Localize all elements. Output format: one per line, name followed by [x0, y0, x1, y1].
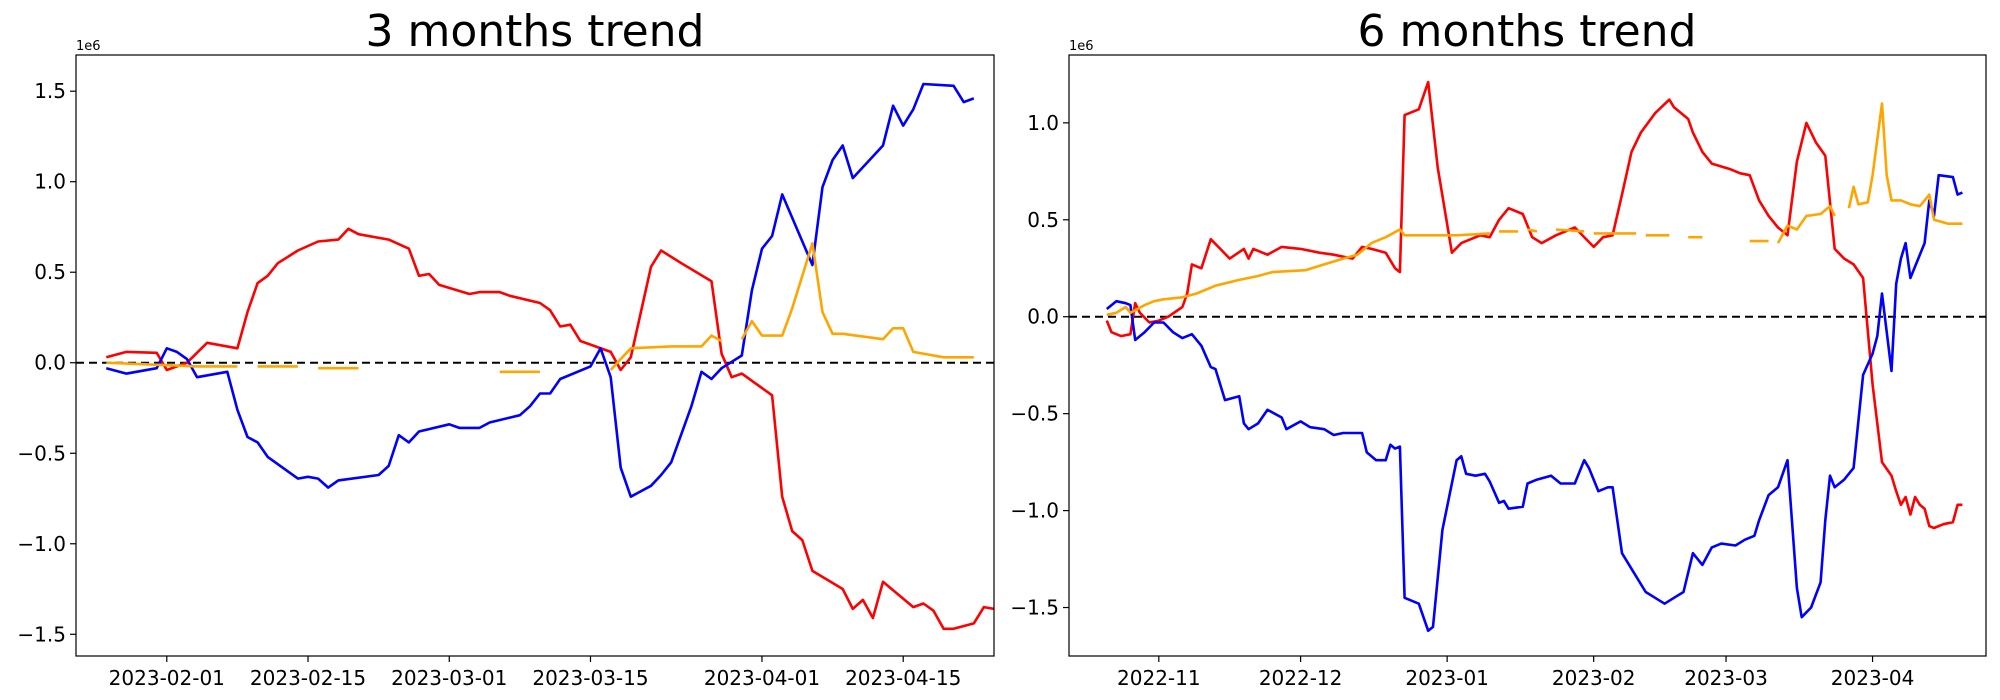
chart-title: 6 months trend [1358, 6, 1697, 57]
x-tick-label: 2023-02-15 [250, 666, 366, 690]
x-tick-label: 2023-02-01 [109, 666, 225, 690]
x-tick-label: 2023-04-15 [845, 666, 961, 690]
x-tick-label: 2022-11 [1117, 666, 1201, 690]
y-tick-label: 0.0 [34, 351, 66, 375]
series-line-1 [1105, 173, 1963, 633]
x-tick-label: 2022-12 [1259, 666, 1343, 690]
series-line-2-segment-0 [106, 361, 198, 368]
series-line-0 [1105, 80, 1963, 530]
x-tick-label: 2023-04 [1831, 666, 1915, 690]
y-tick-label: −1.0 [1010, 499, 1059, 523]
y-tick-label: −1.5 [1010, 596, 1059, 620]
plot-frame [1068, 54, 1987, 657]
x-tick-label: 2023-04-01 [704, 666, 820, 690]
x-tick-label: 2023-03-01 [391, 666, 507, 690]
series-line-2-segment-6 [740, 242, 974, 359]
series-line-2-segment-2 [1527, 228, 1538, 233]
x-tick-label: 2023-03 [1684, 666, 1768, 690]
y-tick-label: 0.5 [34, 260, 66, 284]
y-offset-label: 1e6 [76, 39, 101, 54]
series-line-2-segment-3 [1555, 228, 1585, 233]
series-line-2-segment-5 [609, 334, 723, 371]
x-tick-label: 2023-02 [1552, 666, 1636, 690]
plot-frame [75, 54, 995, 657]
y-tick-label: 1.0 [1027, 111, 1059, 135]
series-line-2-segment-0 [1106, 228, 1490, 317]
y-tick-label: −1.5 [17, 622, 66, 646]
chart-6-months: 6 months trend 1e6 1.0 0.5 0.0 −0.5 −1.0 −1.5… [1010, 6, 1987, 690]
x-tick-label: 2023-01 [1405, 666, 1489, 690]
y-tick-label: 1.5 [34, 79, 66, 103]
chart-3-months: 3 months trend 1e6 1.5 1.0 0.5 0.0 −0.5 −1.0 −… [17, 6, 995, 690]
y-tick-label: 1.0 [34, 170, 66, 194]
series-line-2-segment-8 [1776, 204, 1836, 244]
y-tick-label: −0.5 [1010, 402, 1059, 426]
plot-area [1069, 80, 1986, 633]
y-offset-label: 1e6 [1069, 39, 1094, 54]
chart-title: 3 months trend [366, 6, 705, 57]
x-tick-label: 2023-03-15 [532, 666, 648, 690]
series-line-1 [105, 82, 975, 499]
series-line-2-segment-9 [1847, 102, 1963, 225]
series-line-0 [105, 227, 995, 631]
plot-area [76, 82, 995, 631]
y-tick-label: 0.0 [1027, 305, 1059, 329]
y-tick-label: −0.5 [17, 441, 66, 465]
y-tick-label: 0.5 [1027, 208, 1059, 232]
y-tick-label: −1.0 [17, 532, 66, 556]
